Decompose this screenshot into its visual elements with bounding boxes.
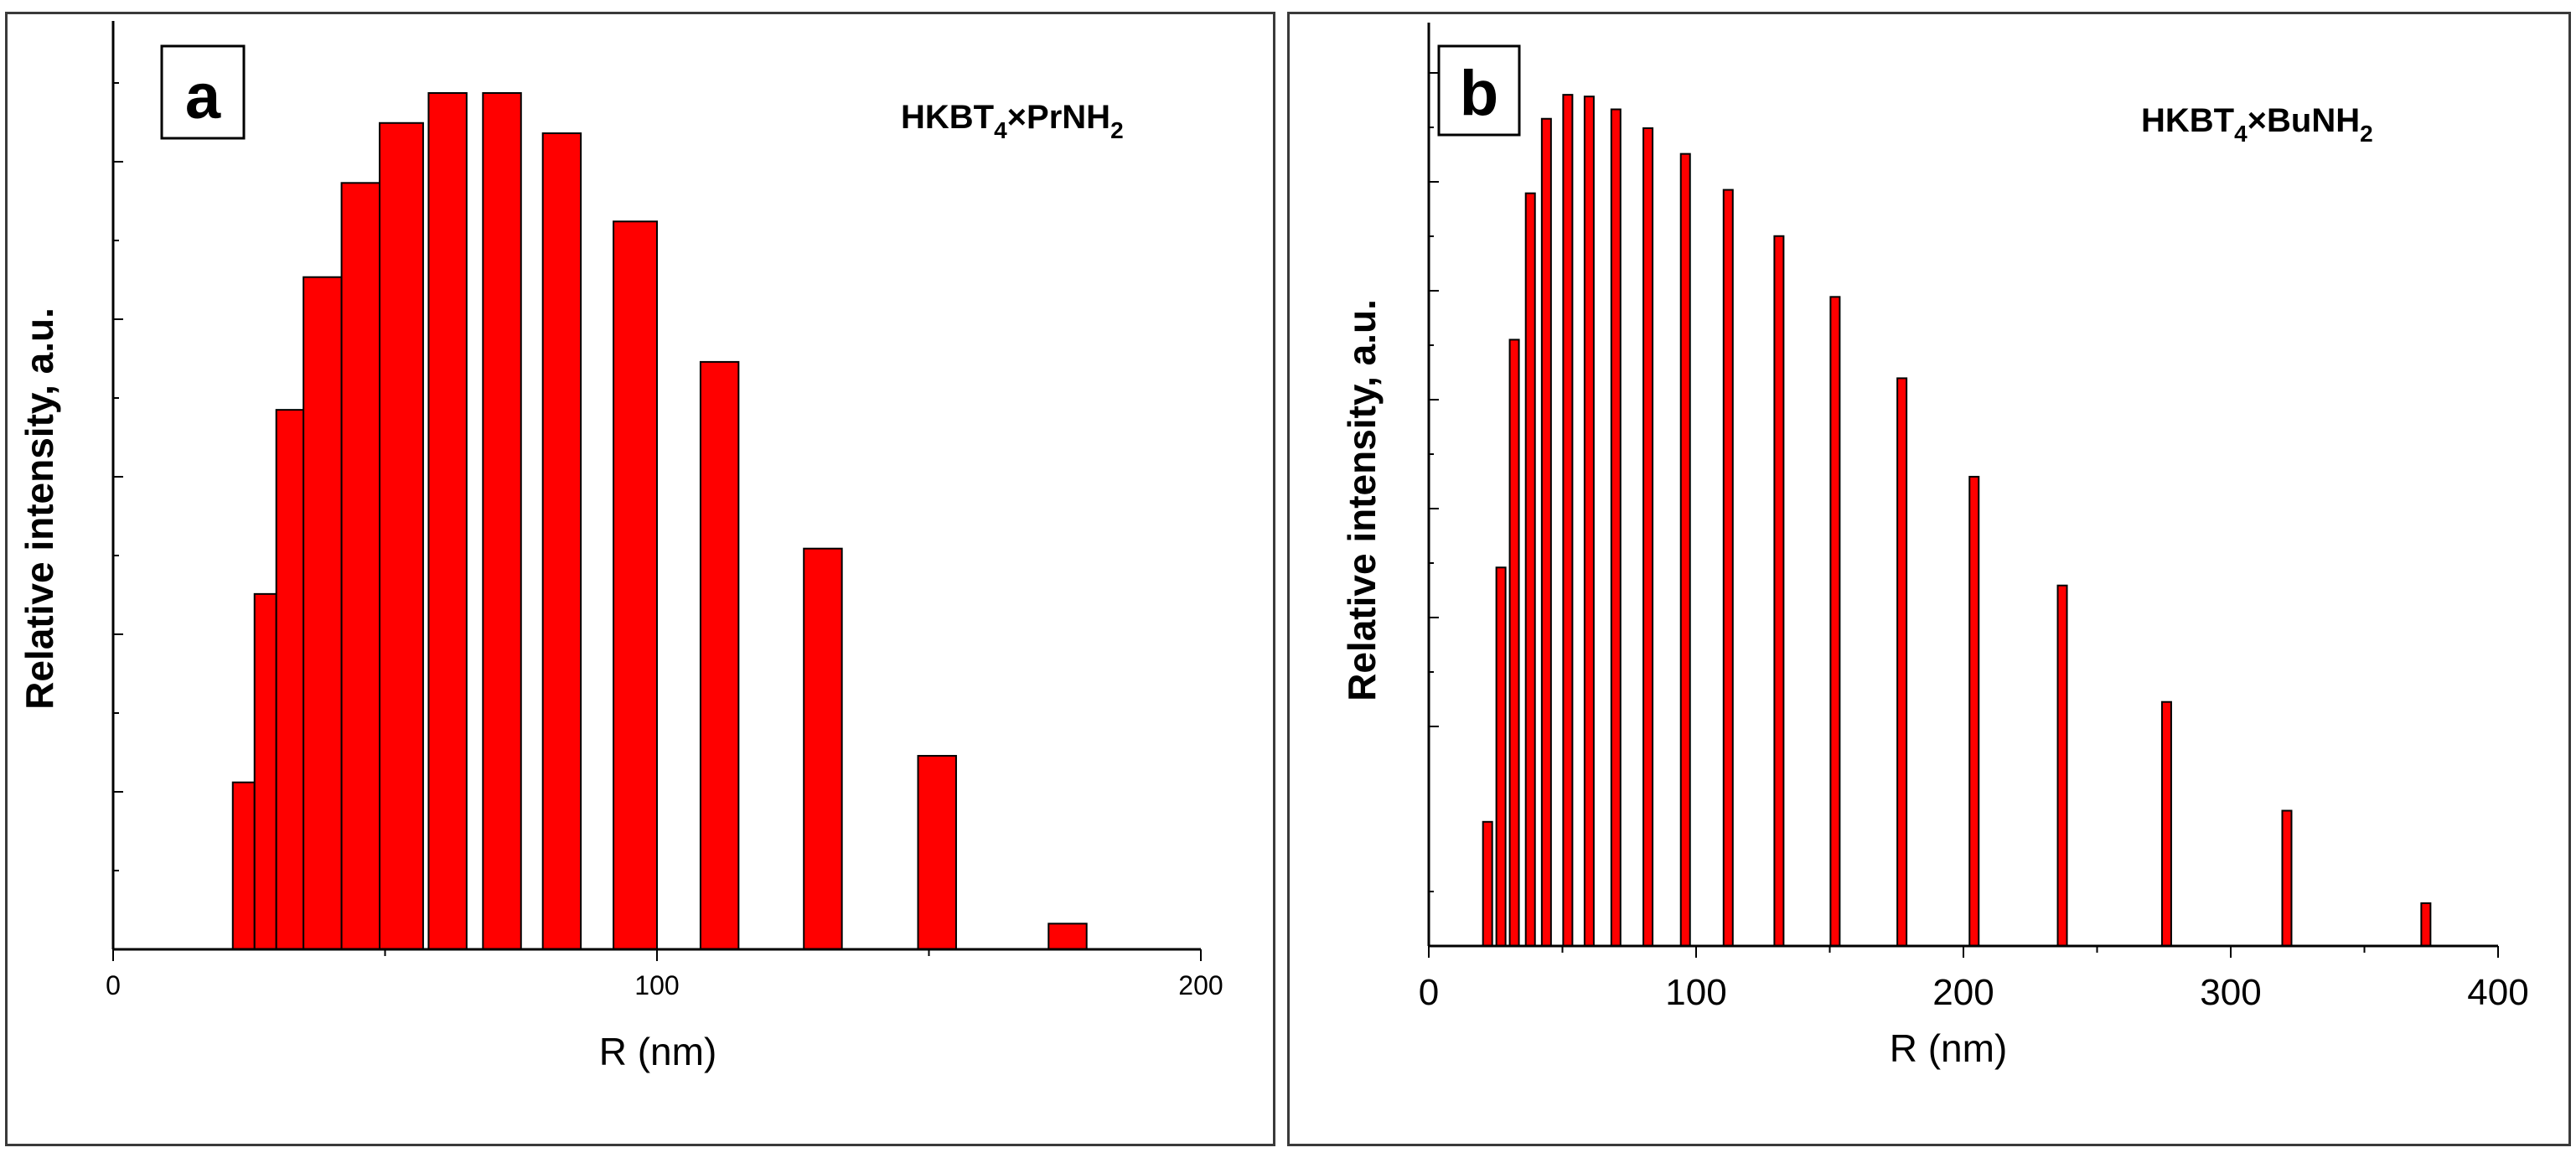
bar-9 (1679, 152, 1691, 947)
chart-panel-b: 0 100 200 300 400 Relative intensity, a.u. R… (1287, 12, 2571, 1146)
chart-panel-a: 0 100 200 Relative intensity, a.u. R (nm) … (5, 12, 1275, 1146)
x-axis-label: R (nm) (599, 1030, 717, 1073)
bar-0 (231, 781, 256, 951)
bar-2 (1508, 339, 1520, 947)
bar-8 (541, 132, 582, 950)
bar-11 (1773, 235, 1785, 947)
bar-4 (340, 182, 381, 950)
x-tick-label: 100 (1665, 972, 1726, 1013)
chart-a: 0 100 200 Relative intensity, a.u. R (nm) … (18, 21, 1223, 1073)
bar-6 (427, 92, 468, 950)
bar-7 (1610, 108, 1622, 948)
bar-8 (1642, 127, 1654, 948)
bar-13 (1047, 923, 1088, 950)
bar-0 (1482, 820, 1493, 947)
panel-letter-box: b (1437, 44, 1521, 137)
bar-2 (275, 409, 305, 950)
bar-4 (1540, 117, 1552, 948)
bar-12 (917, 755, 957, 951)
bar-12 (1829, 296, 1841, 948)
bar-10 (699, 360, 740, 950)
x-tick-label: 200 (1178, 970, 1223, 1000)
x-axis-label: R (nm) (1890, 1026, 2008, 1070)
chart-b: 0 100 200 300 400 Relative intensity, a.u. R… (1340, 23, 2529, 1070)
x-tick-label: 0 (1419, 972, 1439, 1013)
x-tick-label: 300 (2200, 972, 2261, 1013)
bar-14 (1968, 475, 1980, 947)
panel-letter: b (1460, 58, 1498, 129)
series-label: HKBT4×BuNH2 (2141, 102, 2373, 147)
x-tick-label: 200 (1932, 972, 1994, 1013)
bar-11 (803, 547, 843, 950)
bar-5 (1562, 94, 1574, 947)
x-tick-label: 100 (634, 970, 679, 1000)
panel-letter-box: a (160, 44, 246, 140)
bar-3 (303, 276, 343, 951)
bar-9 (613, 220, 659, 951)
y-axis-label: Relative intensity, a.u. (1340, 299, 1384, 701)
bar-18 (2420, 902, 2432, 948)
bar-17 (2281, 809, 2293, 947)
bar-15 (2056, 584, 2068, 947)
panel-letter: a (185, 61, 221, 132)
bar-16 (2160, 700, 2172, 947)
bar-1 (1495, 566, 1507, 947)
bar-7 (482, 92, 522, 950)
bar-6 (1583, 96, 1595, 947)
series-label: HKBT4×PrNH2 (901, 99, 1124, 143)
bar-5 (379, 121, 424, 950)
x-tick-label: 0 (106, 970, 121, 1000)
bar-13 (1896, 377, 1908, 947)
bar-10 (1722, 189, 1734, 948)
bar-3 (1524, 192, 1536, 948)
bar-1 (253, 592, 277, 950)
x-tick-label: 400 (2467, 972, 2528, 1013)
y-axis-label: Relative intensity, a.u. (18, 308, 61, 710)
